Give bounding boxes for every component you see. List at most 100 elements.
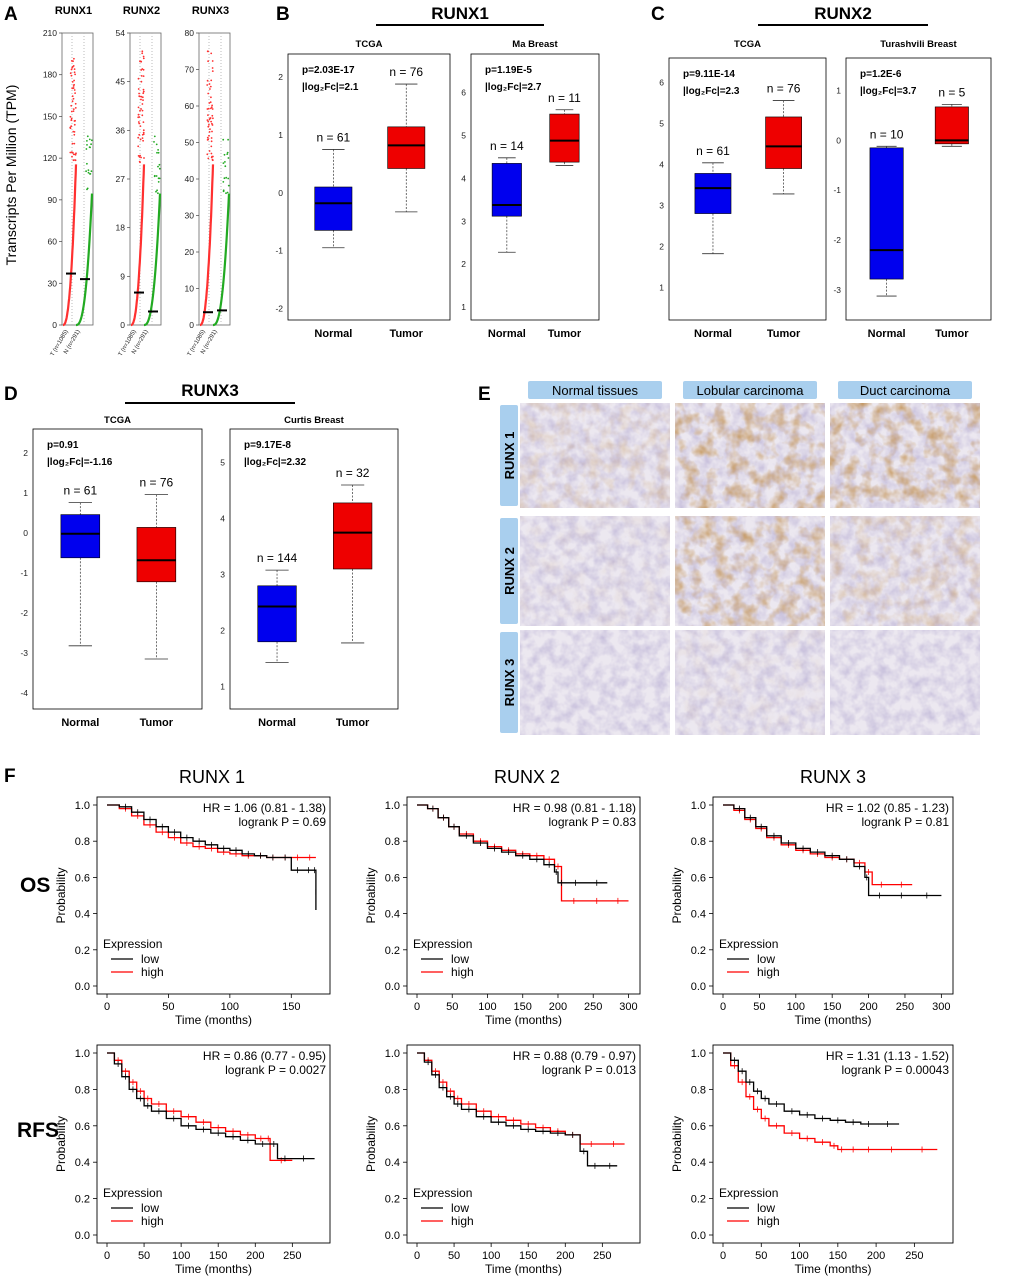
km-legend-label-high: high — [451, 965, 474, 979]
panel-a-outlier-point — [140, 98, 142, 101]
boxplot-title: Curtis Breast — [284, 415, 344, 426]
boxplot-category-label: Tumor — [548, 328, 582, 340]
panel-letter-c: C — [651, 4, 665, 25]
km-legend-label-high: high — [141, 965, 164, 979]
km-x-tick-label: 200 — [859, 1001, 877, 1013]
panel-a-outlier-point — [138, 95, 141, 98]
panel-a-outlier-point — [70, 68, 73, 71]
km-legend-label-high: high — [451, 1214, 474, 1228]
boxplot-box — [549, 113, 580, 163]
panel-a-outlier-point — [71, 95, 74, 98]
panel-a-outlier-point — [86, 144, 88, 146]
km-y-tick-label: 0.4 — [75, 1157, 90, 1169]
panel-a-outlier-point — [141, 96, 144, 99]
km-f-rfs-runx2: 0.0 0.2 0.4 0.6 0.8 1.0 0 50 100 150 200 250 Time (m… — [364, 1044, 641, 1276]
km-curve-high — [107, 1052, 293, 1162]
km-y-tick-label: 0.4 — [75, 909, 90, 921]
panel-a-plot-title: RUNX3 — [192, 5, 229, 17]
boxplot-y-tick-label: 5 — [659, 119, 664, 129]
km-frame — [406, 1044, 641, 1244]
panel-a-outlier-point — [209, 128, 211, 131]
km-y-tick-label: 0.6 — [691, 872, 706, 884]
panel-a-outlier-point — [224, 165, 227, 168]
km-y-tick-label: 0.0 — [691, 1230, 706, 1242]
panel-a-tick-label: 210 — [43, 28, 57, 38]
km-hazard-ratio: HR = 1.06 (0.81 - 1.38) — [203, 801, 326, 815]
km-frame — [96, 1044, 331, 1244]
boxplot-y-tick-label: 2 — [659, 241, 664, 251]
km-y-tick-label: 0.4 — [691, 909, 706, 921]
panel-a-tick-label: 30 — [185, 211, 195, 221]
km-x-tick-label: 150 — [823, 1001, 841, 1013]
km-x-axis-label: Time (months) — [175, 1013, 252, 1027]
km-y-tick-label: 0.2 — [385, 1194, 400, 1206]
boxplot-title: TCGA — [104, 415, 131, 426]
panel-a-outlier-point — [227, 177, 230, 180]
km-logrank-p: logrank P = 0.83 — [548, 815, 636, 829]
boxplot-title: TCGA — [356, 39, 383, 50]
km-x-tick-label: 250 — [584, 1001, 602, 1013]
panel-a-outlier-point — [142, 57, 145, 60]
panel-a-outlier-point — [138, 156, 141, 158]
panel-a-outlier-point — [137, 136, 140, 139]
boxplot-fold-change: |log₂Fc|=2.7 — [485, 82, 542, 93]
panel-a-outlier-point — [74, 102, 77, 105]
panel-a-outlier-point — [86, 135, 89, 138]
panel-a-outlier-point — [208, 134, 210, 137]
panel-a-outlier-point — [223, 177, 226, 180]
panel-a-outlier-point — [142, 55, 145, 58]
km-f-rfs-runx3: 0.0 0.2 0.4 0.6 0.8 1.0 0 50 100 150 200 250 Time (m… — [670, 1044, 954, 1276]
panel-a-tick-label: 150 — [43, 111, 57, 121]
boxplot-category-label: Tumor — [767, 328, 801, 340]
panel-a-outlier-point — [69, 127, 72, 130]
boxplot-p-value: p=9.11E-14 — [683, 69, 735, 80]
boxplot-box — [869, 147, 904, 280]
panel-a-outlier-point — [137, 121, 140, 123]
km-curve-low — [417, 1052, 618, 1167]
boxplot-category-label: Tumor — [390, 328, 424, 340]
km-x-tick-label: 150 — [829, 1250, 847, 1262]
km-x-axis-label: Time (months) — [795, 1262, 872, 1276]
panel-a-outlier-point — [210, 152, 213, 155]
km-y-tick-label: 0.6 — [385, 872, 400, 884]
panel-a-tick-label: 120 — [43, 153, 57, 163]
panel-c-gene-title: RUNX2 — [814, 4, 872, 23]
panel-a-plot-frame — [129, 32, 162, 326]
panel-a-outlier-point — [89, 173, 91, 175]
panel-a-outlier-point — [225, 176, 228, 179]
km-curve-low — [107, 1052, 315, 1160]
km-legend-title: Expression — [103, 1186, 162, 1200]
panel-a-outlier-point — [86, 140, 88, 142]
km-frame — [96, 796, 331, 995]
boxplot-y-tick-label: 1 — [278, 130, 283, 140]
panel-a-outlier-point — [71, 87, 74, 90]
ihc-row-header-bg — [500, 518, 518, 624]
boxplot-box — [387, 126, 426, 169]
boxplot-n-label: n = 76 — [140, 476, 174, 490]
km-legend-title: Expression — [413, 1186, 472, 1200]
km-x-tick-label: 200 — [549, 1001, 567, 1013]
panel-a-outlier-point — [206, 119, 209, 121]
panel-a-tick-label: 30 — [48, 278, 58, 288]
km-hazard-ratio: HR = 0.98 (0.81 - 1.18) — [513, 801, 636, 815]
panel-letter-a: A — [4, 4, 18, 25]
ihc-dab-stain — [520, 403, 670, 508]
panel-a-outlier-point — [87, 169, 90, 172]
ihc-hematoxylin-texture — [520, 630, 670, 735]
panel-a-outlier-point — [71, 142, 74, 145]
panel-a-outlier-point — [141, 68, 144, 70]
panel-a-tick-label: 54 — [116, 28, 126, 38]
ihc-row-header-label: RUNX 2 — [502, 547, 517, 595]
km-legend-label-low: low — [757, 952, 775, 966]
panel-a-outlier-point — [207, 120, 210, 123]
panel-a-outlier-point — [74, 73, 76, 76]
km-x-tick-label: 300 — [619, 1001, 637, 1013]
boxplot-d-tcga: TCGA -4 -3 -2 -1 0 1 2 p=0.91 |log₂Fc|=-1.16 n = 6… — [20, 415, 203, 729]
panel-a-tick-label: 10 — [185, 284, 195, 294]
panel-a-outlier-point — [74, 119, 76, 122]
panel-a-outlier-point — [155, 190, 157, 193]
panel-a-outlier-point — [73, 133, 76, 136]
km-x-tick-label: 250 — [283, 1250, 301, 1262]
km-f-os-runx1: 0.0 0.2 0.4 0.6 0.8 1.0 0 50 100 150 Time (months)… — [54, 796, 331, 1027]
